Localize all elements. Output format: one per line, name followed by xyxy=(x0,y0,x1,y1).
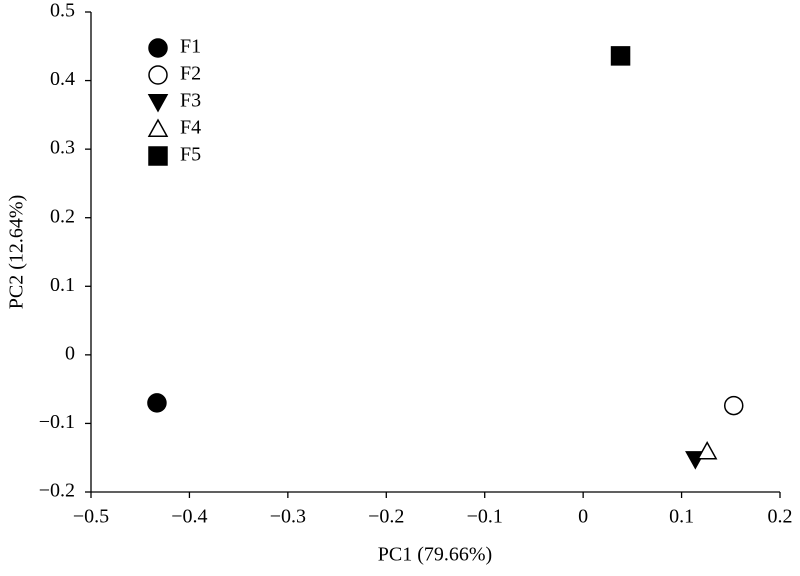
x-tick-label: −0.5 xyxy=(73,506,109,528)
x-tick-label: 0 xyxy=(578,506,588,528)
x-tick-label: 0.1 xyxy=(669,506,694,528)
point xyxy=(610,46,631,66)
x-axis-title: PC1 (79.66%) xyxy=(378,544,492,566)
legend-label: F3 xyxy=(180,90,201,112)
y-tick-label: 0.5 xyxy=(50,0,75,22)
x-tick-label: 0.2 xyxy=(768,506,793,528)
legend-label: F4 xyxy=(180,117,201,139)
legend-marker xyxy=(148,65,168,85)
legend-marker xyxy=(147,118,169,137)
legend-label: F1 xyxy=(180,36,201,58)
x-tick-label: −0.1 xyxy=(467,506,503,528)
legend-marker xyxy=(148,38,168,58)
point xyxy=(723,395,744,416)
point xyxy=(147,393,167,413)
x-tick-label: −0.2 xyxy=(368,506,404,528)
x-tick-label: −0.3 xyxy=(270,506,306,528)
legend-label: F5 xyxy=(180,144,201,166)
y-tick-label: 0.1 xyxy=(50,274,75,296)
legend-label: F2 xyxy=(180,63,201,85)
y-tick-label: −0.2 xyxy=(39,480,75,502)
x-tick-label: −0.4 xyxy=(171,506,207,528)
y-tick-label: −0.1 xyxy=(39,411,75,433)
y-tick-label: 0.2 xyxy=(50,205,75,227)
legend-marker xyxy=(147,94,169,113)
y-tick-label: 0.3 xyxy=(50,137,75,159)
legend-marker xyxy=(148,146,168,166)
y-tick-label: 0.4 xyxy=(50,68,75,90)
y-axis-title: PC2 (12.64%) xyxy=(6,195,28,309)
y-tick-label: 0 xyxy=(65,342,75,364)
point xyxy=(696,440,718,460)
